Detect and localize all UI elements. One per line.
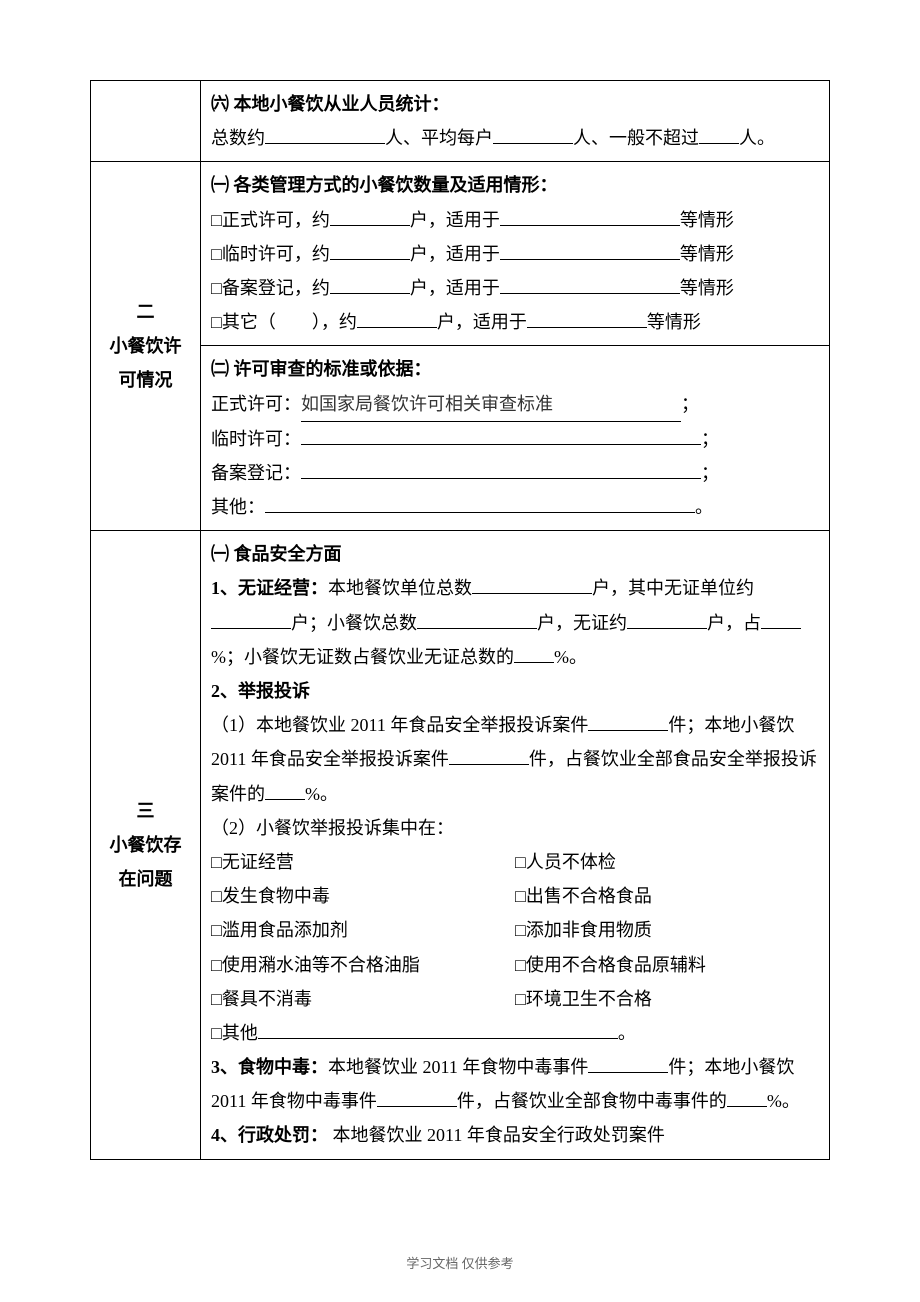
s3-item1: 1、无证经营：本地餐饮单位总数户，其中无证单位约户；小餐饮总数户，无证约户，占%… — [211, 571, 819, 674]
s2-sub2-title: ㈡ 许可审查的标准或依据： — [211, 352, 819, 386]
row1-content: ㈥ 本地小餐饮从业人员统计： 总数约人、平均每户人、一般不超过人。 — [201, 81, 830, 162]
s3-sub1-title: ㈠ 食品安全方面 — [211, 537, 819, 571]
blank-total[interactable] — [265, 124, 385, 144]
s2-sub1-item1: □临时许可，约户，适用于等情形 — [211, 237, 819, 271]
blank-avg[interactable] — [493, 124, 573, 144]
row1-left — [91, 81, 201, 162]
s2-sub1-title: ㈠ 各类管理方式的小餐饮数量及适用情形： — [211, 168, 819, 202]
check-9[interactable]: □环境卫生不合格 — [515, 982, 819, 1016]
s3-item2-p2: （2）小餐饮举报投诉集中在： — [211, 811, 819, 845]
blank-max[interactable] — [699, 124, 739, 144]
check-3[interactable]: □出售不合格食品 — [515, 879, 819, 913]
s2-record: 备案登记：； — [211, 456, 819, 490]
s3-item2-p1: （1）本地餐饮业 2011 年食品安全举报投诉案件件；本地小餐饮 2011 年食… — [211, 708, 819, 811]
row1-line: 总数约人、平均每户人、一般不超过人。 — [211, 121, 819, 155]
s2-sub1-item3: □其它（ ），约户，适用于等情形 — [211, 305, 819, 339]
section2-sub2: ㈡ 许可审查的标准或依据： 正式许可：如国家局餐饮许可相关审查标准； 临时许可：… — [201, 346, 830, 531]
section3-content: ㈠ 食品安全方面 1、无证经营：本地餐饮单位总数户，其中无证单位约户；小餐饮总数… — [201, 531, 830, 1159]
check-6[interactable]: □使用潲水油等不合格油脂 — [211, 948, 515, 982]
row1-title: ㈥ 本地小餐饮从业人员统计： — [211, 87, 819, 121]
s3-checkboxes: □无证经营 □人员不体检 □发生食物中毒 □出售不合格食品 □滥用食品添加剂 □… — [211, 845, 819, 1050]
section3-header: 三 小餐饮存在问题 — [91, 531, 201, 1159]
section2-sub1: ㈠ 各类管理方式的小餐饮数量及适用情形： □正式许可，约户，适用于等情形 □临时… — [201, 162, 830, 346]
s3-item2-label: 2、举报投诉 — [211, 674, 819, 708]
check-other[interactable]: □其他。 — [211, 1016, 819, 1050]
s2-temp: 临时许可：； — [211, 422, 819, 456]
check-8[interactable]: □餐具不消毒 — [211, 982, 515, 1016]
survey-table: ㈥ 本地小餐饮从业人员统计： 总数约人、平均每户人、一般不超过人。 二 小餐饮许… — [90, 80, 830, 1160]
formal-example: 如国家局餐饮许可相关审查标准 — [301, 387, 681, 422]
section2-header: 二 小餐饮许可情况 — [91, 162, 201, 531]
s3-item3: 3、食物中毒：本地餐饮业 2011 年食物中毒事件件；本地小餐饮 2011 年食… — [211, 1050, 819, 1118]
page-footer: 学习文档 仅供参考 — [0, 1253, 920, 1272]
s2-sub1-item0: □正式许可，约户，适用于等情形 — [211, 203, 819, 237]
check-5[interactable]: □添加非食用物质 — [515, 913, 819, 947]
s3-item4: 4、行政处罚： 本地餐饮业 2011 年食品安全行政处罚案件 — [211, 1118, 819, 1152]
s2-sub1-item2: □备案登记，约户，适用于等情形 — [211, 271, 819, 305]
check-2[interactable]: □发生食物中毒 — [211, 879, 515, 913]
check-1[interactable]: □人员不体检 — [515, 845, 819, 879]
check-4[interactable]: □滥用食品添加剂 — [211, 913, 515, 947]
s2-other: 其他：。 — [211, 490, 819, 524]
s2-formal: 正式许可：如国家局餐饮许可相关审查标准； — [211, 387, 819, 422]
check-0[interactable]: □无证经营 — [211, 845, 515, 879]
check-7[interactable]: □使用不合格食品原辅料 — [515, 948, 819, 982]
